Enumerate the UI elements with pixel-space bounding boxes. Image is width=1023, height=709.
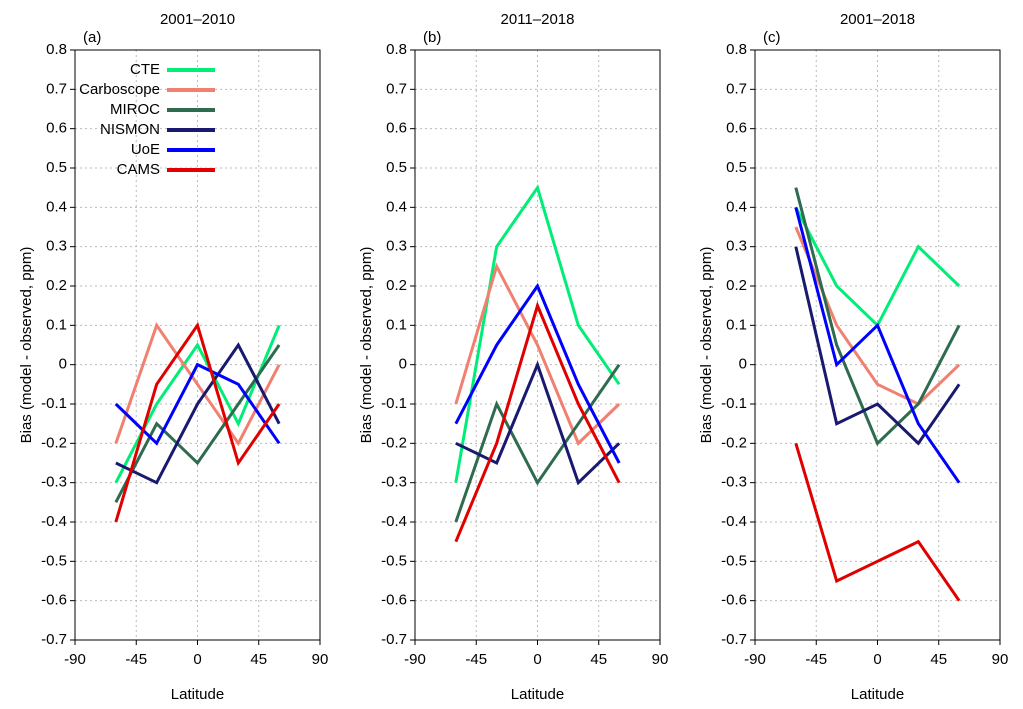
y-tick-label: 0.7	[46, 80, 67, 97]
y-tick-label: 0.6	[46, 120, 67, 137]
panel-label: (b)	[423, 29, 441, 46]
y-tick-label: -0.2	[721, 434, 747, 451]
y-tick-label: -0.3	[381, 474, 407, 491]
y-tick-label: -0.3	[721, 474, 747, 491]
y-axis-label: Bias (model - observed, ppm)	[18, 247, 35, 444]
x-tick-label: -45	[465, 651, 487, 668]
y-tick-label: 0.8	[386, 41, 407, 58]
y-tick-label: -0.4	[721, 513, 747, 530]
x-tick-label: 45	[250, 651, 267, 668]
y-tick-label: -0.6	[41, 592, 67, 609]
plot-frame	[414, 49, 661, 641]
legend-label: UoE	[131, 141, 160, 158]
series-line	[455, 360, 621, 486]
y-tick-label: 0.8	[726, 41, 747, 58]
x-tick-label: -90	[64, 651, 86, 668]
y-axis-label: Bias (model - observed, ppm)	[698, 247, 715, 444]
x-axis-label: Latitude	[511, 686, 564, 703]
y-tick-label: -0.7	[381, 631, 407, 648]
y-tick-label: -0.2	[381, 434, 407, 451]
series-line	[454, 301, 621, 543]
x-tick-label: 0	[533, 651, 541, 668]
y-tick-label: 0.3	[386, 238, 407, 255]
legend-label: MIROC	[110, 101, 160, 118]
panel-title: 2001–2018	[840, 11, 915, 28]
series-line	[794, 442, 961, 602]
x-axis-label: Latitude	[171, 686, 224, 703]
y-tick-label: 0.5	[726, 159, 747, 176]
x-tick-label: -90	[744, 651, 766, 668]
series-line	[114, 322, 281, 447]
y-tick-label: -0.6	[721, 592, 747, 609]
y-tick-label: 0.1	[46, 316, 67, 333]
y-tick-label: -0.1	[721, 395, 747, 412]
series-line	[794, 206, 961, 484]
series-line	[794, 187, 961, 446]
y-tick-label: 0	[399, 356, 407, 373]
series-line	[454, 282, 621, 464]
y-tick-label: 0.5	[46, 159, 67, 176]
y-tick-label: -0.5	[41, 552, 67, 569]
y-tick-label: -0.6	[381, 592, 407, 609]
y-tick-label: -0.5	[381, 552, 407, 569]
panel-title: 2001–2010	[160, 11, 235, 28]
y-tick-label: -0.1	[381, 395, 407, 412]
x-tick-label: 90	[312, 651, 329, 668]
y-tick-label: 0.1	[386, 316, 407, 333]
y-tick-label: -0.5	[721, 552, 747, 569]
plot-frame	[754, 49, 1001, 641]
x-tick-label: -90	[404, 651, 426, 668]
y-tick-label: -0.1	[41, 395, 67, 412]
series-line	[794, 246, 961, 446]
y-tick-label: -0.4	[381, 513, 407, 530]
series-line	[114, 344, 281, 504]
y-tick-label: -0.7	[721, 631, 747, 648]
y-tick-label: 0.2	[46, 277, 67, 294]
y-tick-label: -0.4	[41, 513, 67, 530]
x-axis-label: Latitude	[851, 686, 904, 703]
y-tick-label: 0.7	[726, 80, 747, 97]
y-tick-label: 0.5	[386, 159, 407, 176]
x-tick-label: -45	[125, 651, 147, 668]
series-line	[115, 342, 281, 485]
panel-label: (c)	[763, 29, 781, 46]
y-tick-label: 0	[739, 356, 747, 373]
y-tick-label: -0.3	[41, 474, 67, 491]
legend-label: Carboscope	[79, 81, 160, 98]
y-tick-label: 0.2	[726, 277, 747, 294]
y-tick-label: 0.2	[386, 277, 407, 294]
x-tick-label: 90	[992, 651, 1009, 668]
x-tick-label: 0	[873, 651, 881, 668]
y-tick-label: 0.1	[726, 316, 747, 333]
y-tick-label: 0.6	[386, 120, 407, 137]
y-tick-label: 0.8	[46, 41, 67, 58]
y-tick-label: 0.3	[46, 238, 67, 255]
x-tick-label: 0	[193, 651, 201, 668]
x-tick-label: 45	[590, 651, 607, 668]
series-line	[454, 184, 621, 483]
series-line	[114, 321, 281, 523]
y-axis-label: Bias (model - observed, ppm)	[358, 247, 375, 444]
y-tick-label: 0.4	[46, 198, 67, 215]
legend-label: NISMON	[100, 121, 160, 138]
x-tick-label: -45	[805, 651, 827, 668]
x-tick-label: 90	[652, 651, 669, 668]
plot-frame	[74, 49, 321, 641]
x-tick-label: 45	[930, 651, 947, 668]
series-line	[454, 363, 621, 523]
y-tick-label: 0.4	[726, 198, 747, 215]
panel-title: 2011–2018	[501, 11, 575, 28]
panel-label: (a)	[83, 29, 101, 46]
y-tick-label: 0.3	[726, 238, 747, 255]
legend-label: CTE	[130, 61, 160, 78]
y-tick-label: 0	[59, 356, 67, 373]
y-tick-label: 0.4	[386, 198, 407, 215]
legend-label: CAMS	[117, 161, 160, 178]
y-tick-label: -0.7	[41, 631, 67, 648]
y-tick-label: 0.6	[726, 120, 747, 137]
y-tick-label: -0.2	[41, 434, 67, 451]
y-tick-label: 0.7	[386, 80, 407, 97]
